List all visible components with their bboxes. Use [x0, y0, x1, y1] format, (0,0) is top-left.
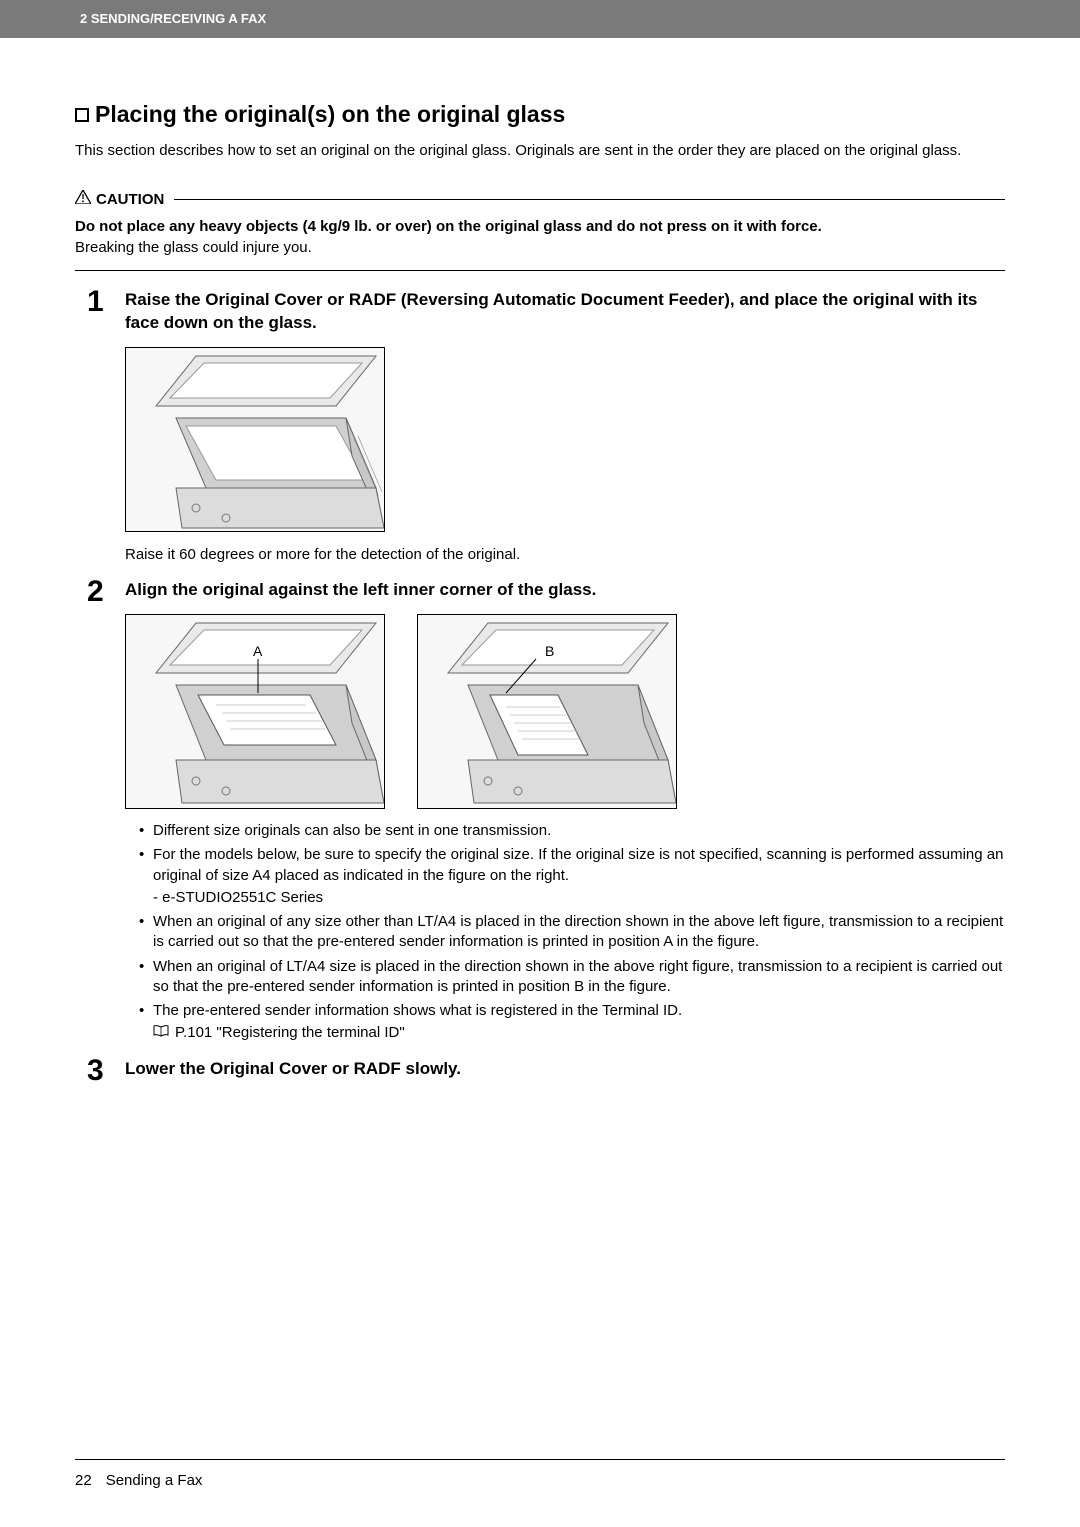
step-3: 3 Lower the Original Cover or RADF slowl… — [75, 1058, 1005, 1093]
figure-label-b: B — [545, 643, 554, 659]
figure-printer-open — [125, 347, 385, 532]
divider-rule — [75, 270, 1005, 271]
reference-line: P.101 "Registering the terminal ID" — [153, 1023, 1005, 1043]
figure-label-a: A — [253, 643, 263, 659]
list-item: The pre-entered sender information shows… — [139, 1001, 1005, 1044]
section-title-text: Placing the original(s) on the original … — [95, 101, 565, 127]
note-model-dash: - e-STUDIO2551C Series — [153, 888, 1005, 908]
caution-sub-text: Breaking the glass could injure you. — [75, 237, 1005, 258]
caution-rule — [174, 199, 1005, 200]
caution-label: CAUTION — [75, 189, 164, 210]
step-number: 2 — [87, 577, 117, 607]
figure-placement-b: B — [417, 614, 677, 809]
step-number: 1 — [87, 287, 117, 317]
warning-triangle-icon — [75, 189, 91, 210]
note-text: The pre-entered sender information shows… — [153, 1002, 682, 1019]
page-number: 22 — [75, 1472, 92, 1489]
step-number: 3 — [87, 1056, 117, 1086]
intro-paragraph: This section describes how to set an ori… — [75, 140, 1005, 161]
page-content: Placing the original(s) on the original … — [0, 38, 1080, 1092]
note-text: For the models below, be sure to specify… — [153, 846, 1003, 883]
list-item: When an original of LT/A4 size is placed… — [139, 957, 1005, 998]
caution-title-row: CAUTION — [75, 189, 1005, 210]
square-bullet-icon — [75, 108, 89, 122]
reference-text: P.101 "Registering the terminal ID" — [175, 1023, 405, 1043]
step-heading: Raise the Original Cover or RADF (Revers… — [125, 289, 1005, 335]
step-notes-list: Different size originals can also be sen… — [125, 821, 1005, 1044]
note-text: When an original of LT/A4 size is placed… — [153, 958, 1002, 995]
step-2: 2 Align the original against the left in… — [75, 579, 1005, 1047]
note-text: Different size originals can also be sen… — [153, 822, 551, 839]
step-body: Lower the Original Cover or RADF slowly. — [125, 1058, 1005, 1093]
caution-block: CAUTION Do not place any heavy objects (… — [75, 189, 1005, 258]
page-footer: 22 Sending a Fax — [0, 1459, 1080, 1527]
footer-title: Sending a Fax — [106, 1472, 203, 1489]
step-subtext: Raise it 60 degrees or more for the dete… — [125, 544, 1005, 565]
caution-bold-text: Do not place any heavy objects (4 kg/9 l… — [75, 216, 1005, 237]
figure-placement-a: A — [125, 614, 385, 809]
list-item: For the models below, be sure to specify… — [139, 845, 1005, 908]
figure-row: A — [125, 614, 1005, 809]
footer-text: 22 Sending a Fax — [75, 1470, 1005, 1491]
step-body: Align the original against the left inne… — [125, 579, 1005, 1047]
step-body: Raise the Original Cover or RADF (Revers… — [125, 289, 1005, 571]
step-heading: Lower the Original Cover or RADF slowly. — [125, 1058, 1005, 1081]
list-item: Different size originals can also be sen… — [139, 821, 1005, 841]
list-item: When an original of any size other than … — [139, 912, 1005, 953]
step-heading: Align the original against the left inne… — [125, 579, 1005, 602]
chapter-header: 2 SENDING/RECEIVING A FAX — [0, 0, 1080, 38]
book-icon — [153, 1023, 169, 1043]
caution-label-text: CAUTION — [96, 189, 164, 210]
section-title: Placing the original(s) on the original … — [75, 98, 1005, 130]
figure-row — [125, 347, 1005, 532]
note-text: When an original of any size other than … — [153, 913, 1003, 950]
step-1: 1 Raise the Original Cover or RADF (Reve… — [75, 289, 1005, 571]
chapter-header-text: 2 SENDING/RECEIVING A FAX — [80, 11, 266, 26]
footer-rule — [75, 1459, 1005, 1460]
